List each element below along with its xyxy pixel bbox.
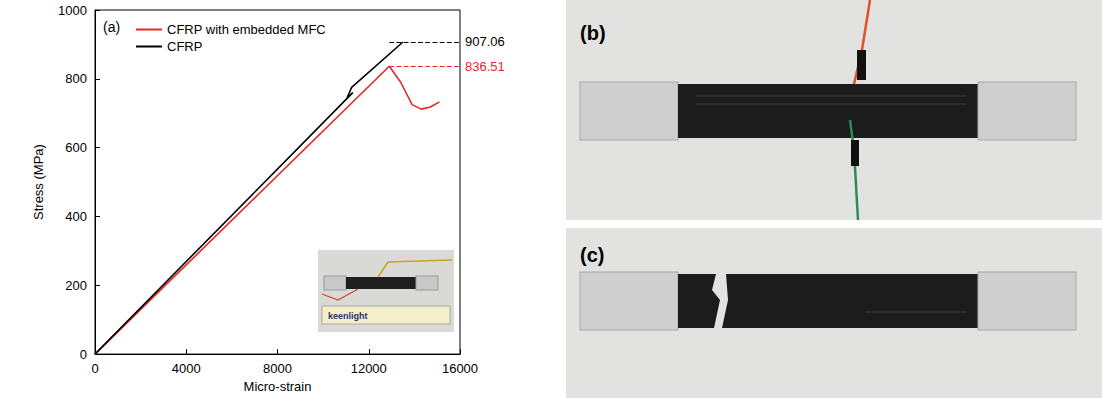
svg-text:0: 0 <box>91 361 98 376</box>
svg-text:200: 200 <box>65 278 87 293</box>
svg-text:Stress (MPa): Stress (MPa) <box>31 144 46 220</box>
svg-text:(a): (a) <box>103 19 120 35</box>
svg-text:400: 400 <box>65 209 87 224</box>
svg-text:0: 0 <box>80 347 87 362</box>
svg-text:600: 600 <box>65 140 87 155</box>
svg-text:1000: 1000 <box>58 3 87 18</box>
svg-text:12000: 12000 <box>351 361 387 376</box>
svg-text:(c): (c) <box>580 244 604 266</box>
svg-text:836.51: 836.51 <box>465 59 505 74</box>
svg-text:907.06: 907.06 <box>465 34 505 49</box>
svg-text:(b): (b) <box>580 22 606 44</box>
svg-text:4000: 4000 <box>172 361 201 376</box>
svg-text:800: 800 <box>65 71 87 86</box>
svg-text:Micro-strain: Micro-strain <box>244 379 312 394</box>
svg-text:8000: 8000 <box>263 361 292 376</box>
svg-text:16000: 16000 <box>442 361 478 376</box>
svg-text:CFRP with embedded MFC: CFRP with embedded MFC <box>167 22 326 37</box>
svg-text:CFRP: CFRP <box>167 39 202 54</box>
svg-text:keenlight: keenlight <box>328 311 368 321</box>
